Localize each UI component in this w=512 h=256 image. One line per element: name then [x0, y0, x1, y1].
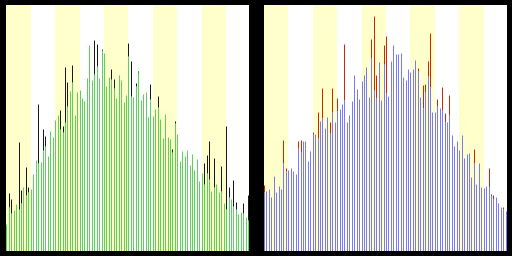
- Bar: [313, 5, 337, 251]
- Bar: [411, 5, 435, 251]
- Bar: [226, 5, 250, 251]
- Bar: [264, 5, 288, 251]
- Bar: [288, 5, 313, 251]
- Bar: [6, 5, 31, 251]
- Bar: [129, 5, 153, 251]
- Bar: [361, 5, 386, 251]
- Bar: [55, 5, 79, 251]
- Bar: [153, 5, 177, 251]
- Bar: [31, 5, 55, 251]
- Bar: [337, 5, 361, 251]
- Bar: [202, 5, 226, 251]
- Bar: [104, 5, 129, 251]
- Bar: [435, 5, 459, 251]
- Bar: [79, 5, 104, 251]
- Bar: [177, 5, 202, 251]
- Bar: [386, 5, 411, 251]
- Bar: [459, 5, 484, 251]
- Bar: [484, 5, 508, 251]
